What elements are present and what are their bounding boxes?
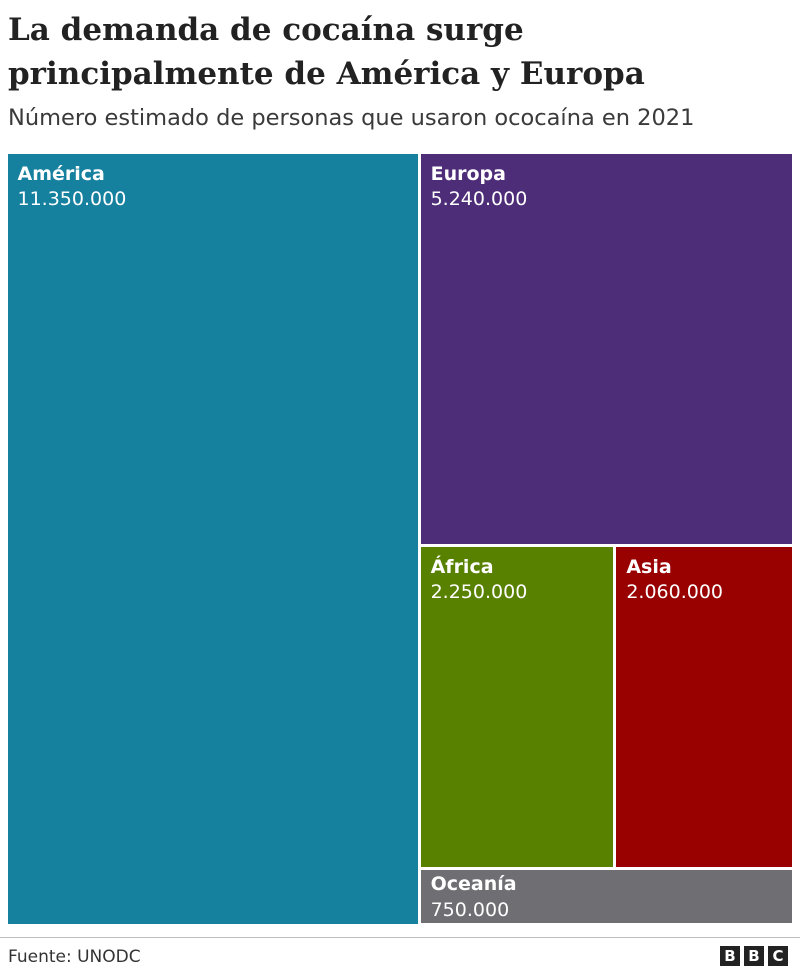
source-note: Fuente: UNODC bbox=[8, 947, 141, 967]
chart-title: La demanda de cocaína surge principalmen… bbox=[8, 12, 645, 92]
tile-label: Europa bbox=[430, 162, 506, 185]
bbc-logo-letter: C bbox=[768, 946, 788, 966]
tile-africa: África 2.250.000 bbox=[420, 546, 614, 868]
tile-label: Oceanía bbox=[430, 873, 517, 896]
tile-value: 750.000 bbox=[430, 899, 510, 922]
footer-divider bbox=[0, 937, 800, 938]
tile-label: Asia bbox=[626, 555, 672, 578]
tile-label: África bbox=[430, 555, 494, 578]
tile-value: 2.060.000 bbox=[626, 580, 724, 603]
tile-america: América 11.350.000 bbox=[7, 153, 418, 924]
tile-value: 5.240.000 bbox=[430, 187, 528, 210]
tile-value: 2.250.000 bbox=[430, 580, 528, 603]
bbc-logo-letter: B bbox=[744, 946, 764, 966]
bbc-logo: B B C bbox=[720, 946, 788, 966]
tile-asia: Asia 2.060.000 bbox=[616, 546, 793, 868]
tile-value: 11.350.000 bbox=[17, 187, 127, 210]
tile-oceania: Oceanía 750.000 bbox=[420, 870, 793, 924]
chart-subtitle: Número estimado de personas que usaron o… bbox=[8, 105, 695, 131]
tile-label: América bbox=[17, 162, 105, 185]
tile-europa: Europa 5.240.000 bbox=[420, 153, 793, 544]
bbc-logo-letter: B bbox=[720, 946, 740, 966]
